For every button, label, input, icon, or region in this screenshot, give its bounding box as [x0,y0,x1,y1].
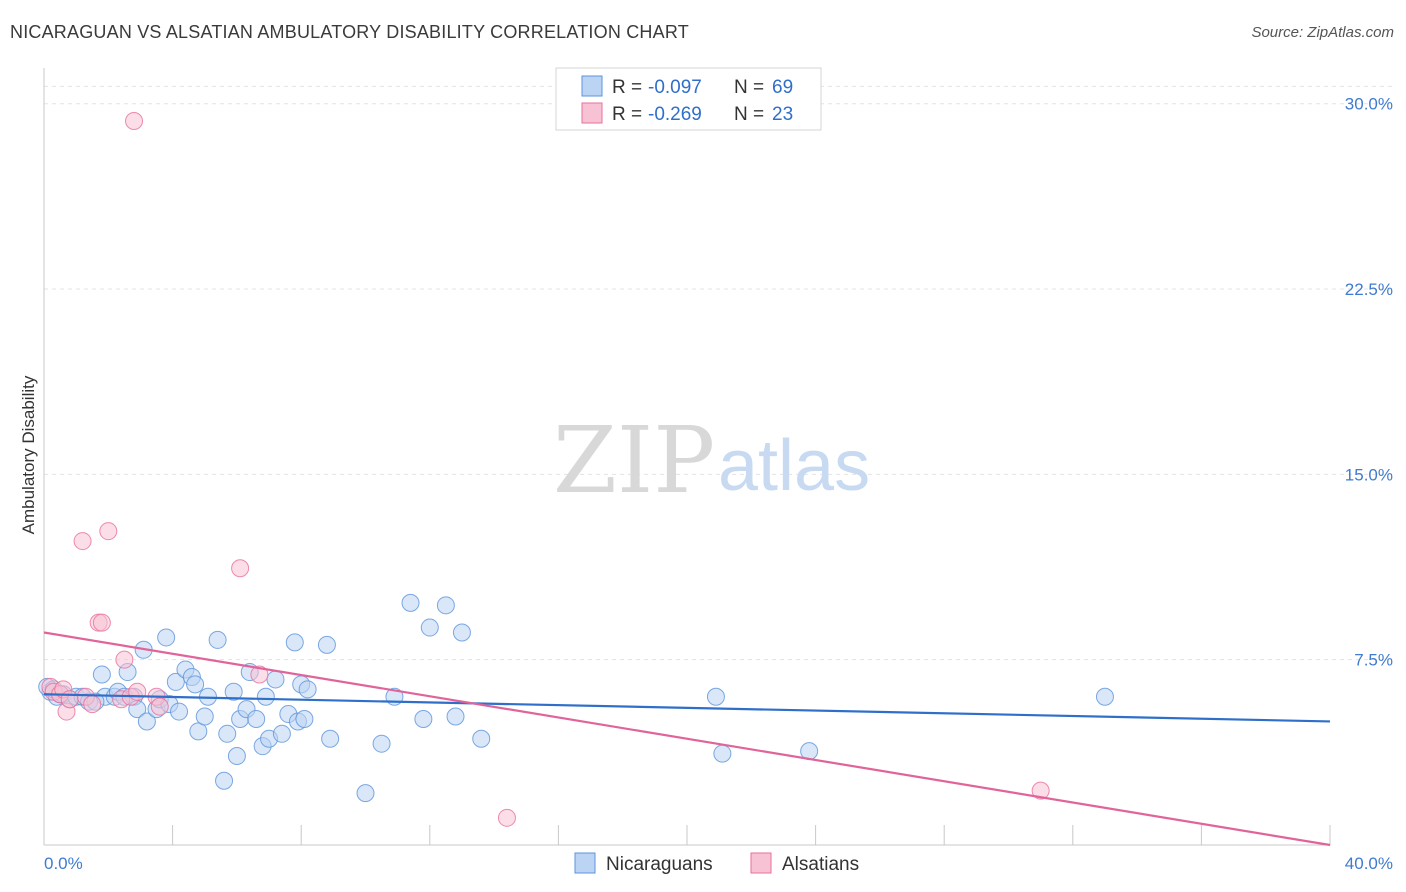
nicaraguan-point [218,724,237,743]
alsatian-point [99,522,118,541]
x-tick-marks [43,825,1331,845]
legend-swatch-alsatians [581,102,603,124]
legend-r-label-1: R = [612,77,642,98]
legend-box: R = -0.097 N = 69 R = -0.269 N = 23 [555,67,822,131]
nicaraguan-point [195,707,214,726]
nicaraguan-point [170,702,189,721]
nicaraguan-point [266,670,285,689]
x-tick-label-min: 0.0% [44,854,83,873]
y-axis-label: Ambulatory Disability [19,375,38,534]
watermark-atlas: atlas [718,426,870,506]
alsatian-point [250,665,269,684]
nicaraguan-point [472,729,491,748]
legend-n-value-2: 23 [772,104,793,125]
nicaraguan-point [137,712,156,731]
bottom-legend-nicaraguans: Nicaraguans [606,854,713,875]
y-tick-label: 30.0% [1345,95,1393,114]
legend-r-value-1: -0.097 [648,77,702,98]
nicaraguan-point [317,635,336,654]
legend-r-label-2: R = [612,104,642,125]
alsatian-point [497,808,516,827]
nicaraguan-trend-line [43,693,1331,723]
nicaraguan-point [372,734,391,753]
nicaraguan-point [420,618,439,637]
watermark-zip: ZIP [553,407,715,514]
nicaraguan-point [295,709,314,728]
bottom-legend: Nicaraguans Alsatians [574,852,859,875]
chart-title: NICARAGUAN VS ALSATIAN AMBULATORY DISABI… [10,22,689,42]
trend-lines [43,631,1331,847]
nicaraguan-point [446,707,465,726]
alsatian-trend-line [43,631,1331,847]
legend-n-label-2: N = [734,104,764,125]
nicaraguan-point [713,744,732,763]
nicaraguan-point [208,630,227,649]
alsatian-point [92,613,111,632]
legend-n-value-1: 69 [772,77,793,98]
alsatian-point [73,532,92,551]
legend-swatch-nicaraguans [581,75,603,97]
nicaraguan-point [414,709,433,728]
alsatian-point [125,112,144,131]
x-tick-label-max: 40.0% [1345,854,1393,873]
bottom-legend-swatch-nicaraguans [574,852,596,874]
source-label: Source: ZipAtlas.com [1251,24,1394,41]
alsatian-point [115,650,134,669]
nicaraguan-point [452,623,471,642]
legend-n-label-1: N = [734,77,764,98]
watermark: ZIP atlas [553,407,870,514]
y-tick-label: 22.5% [1345,280,1393,299]
nicaraguan-point [157,628,176,647]
alsatian-point [83,695,102,714]
nicaraguan-point [215,771,234,790]
alsatian-point [60,690,79,709]
nicaraguan-point [706,687,725,706]
nicaraguan-point [247,709,266,728]
nicaraguan-point [401,593,420,612]
nicaraguan-point [1095,687,1114,706]
nicaraguan-point [285,633,304,652]
nicaraguan-point [189,722,208,741]
alsatian-point [150,697,169,716]
nicaraguan-point [321,729,340,748]
nicaraguan-point [186,675,205,694]
alsatian-point [128,682,147,701]
legend-r-value-2: -0.269 [648,104,702,125]
y-tick-labels: 7.5% 15.0% 22.5% 30.0% [1345,95,1393,670]
nicaraguan-point [166,672,185,691]
nicaraguan-point [92,665,111,684]
alsatian-point [231,559,250,578]
nicaraguan-point [298,680,317,699]
nicaraguan-point [436,596,455,615]
nicaraguan-point [227,747,246,766]
bottom-legend-alsatians: Alsatians [782,854,859,875]
nicaraguan-point [256,687,275,706]
y-tick-label: 7.5% [1354,651,1393,670]
nicaraguan-point [224,682,243,701]
nicaraguan-point [356,784,375,803]
nicaraguan-point [272,724,291,743]
alsatian-point [1031,781,1050,800]
bottom-legend-swatch-alsatians [750,852,772,874]
y-tick-label: 15.0% [1345,465,1393,484]
